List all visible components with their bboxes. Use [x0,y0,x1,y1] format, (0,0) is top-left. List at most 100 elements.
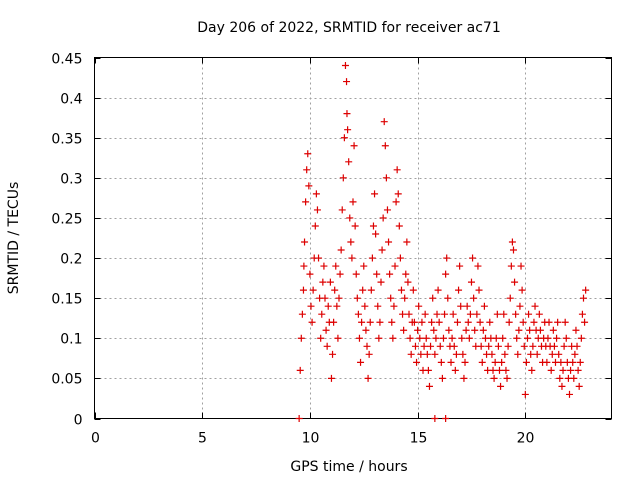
data-point [360,262,368,270]
data-point [299,286,307,294]
data-point [474,262,482,270]
data-point [304,150,312,158]
data-point [466,310,474,318]
data-point [548,350,556,358]
data-point [379,214,387,222]
data-point [411,342,419,350]
data-point [571,350,579,358]
data-point [297,334,305,342]
data-point [381,142,389,150]
data-point [578,310,586,318]
data-point [315,254,323,262]
data-point [503,374,511,382]
data-point [582,286,590,294]
data-point [308,318,316,326]
data-point [493,310,501,318]
data-point [295,415,303,422]
data-point [514,350,522,358]
data-point [572,326,580,334]
data-point [352,270,360,278]
data-point [317,334,325,342]
data-point [331,286,339,294]
data-point [478,358,486,366]
data-point [322,326,330,334]
data-point [362,326,370,334]
data-point [513,334,521,342]
data-point [334,334,342,342]
data-points [295,62,590,422]
data-point [427,342,435,350]
data-point [306,270,314,278]
data-point [354,310,362,318]
y-tick-label: 0.3 [60,172,82,188]
data-point [509,246,517,254]
y-tick-labels: 0 0.05 0.1 0.15 0.2 0.25 0.3 0.35 0.4 0.45 [51,52,82,429]
data-point [431,350,439,358]
data-point [517,262,525,270]
data-point [435,318,443,326]
data-point [416,334,424,342]
data-point [479,326,487,334]
data-point [455,286,463,294]
data-point [476,318,484,326]
data-point [545,318,553,326]
y-tick-label: 0.35 [51,132,82,148]
data-point [344,126,352,134]
data-point [469,254,477,262]
data-point [373,270,381,278]
data-point [451,366,459,374]
data-point [508,238,516,246]
data-point [368,254,376,262]
data-point [320,262,328,270]
y-axis-label: SRMTID / TECUs [6,182,22,295]
data-point [386,270,394,278]
data-point [359,286,367,294]
data-point [527,350,535,358]
data-point [439,334,447,342]
data-point [424,366,432,374]
data-point [574,366,582,374]
data-point [332,262,340,270]
data-point [418,318,426,326]
data-point [453,318,461,326]
data-point [340,134,348,142]
data-point [518,286,526,294]
chart-title: Day 206 of 2022, SRMTID for receiver ac7… [197,20,501,36]
data-point [461,358,469,366]
plot-frame [94,57,612,419]
y-tick-label: 0.45 [51,52,82,68]
data-point [477,342,485,350]
data-point [437,358,445,366]
data-point [330,318,338,326]
data-point [430,326,438,334]
data-point [581,318,589,326]
data-point [410,318,418,326]
data-point [300,262,308,270]
data-point [374,302,382,310]
data-point [399,310,407,318]
data-point [348,254,356,262]
data-point [417,350,425,358]
x-tick-label: 0 [91,431,100,447]
x-tick-label: 5 [198,431,207,447]
data-point [383,206,391,214]
data-point [318,310,326,318]
data-point [490,374,498,382]
data-point [432,334,440,342]
data-point [394,190,402,198]
data-point [520,342,528,350]
data-point [505,318,513,326]
data-point [391,262,399,270]
data-point [443,254,451,262]
data-point [347,238,355,246]
data-point [346,214,354,222]
data-point [567,366,575,374]
y-tick-label: 0.4 [60,92,82,108]
data-point [569,358,577,366]
data-point [335,294,343,302]
data-point [486,318,494,326]
data-point [337,246,345,254]
data-point [338,206,346,214]
